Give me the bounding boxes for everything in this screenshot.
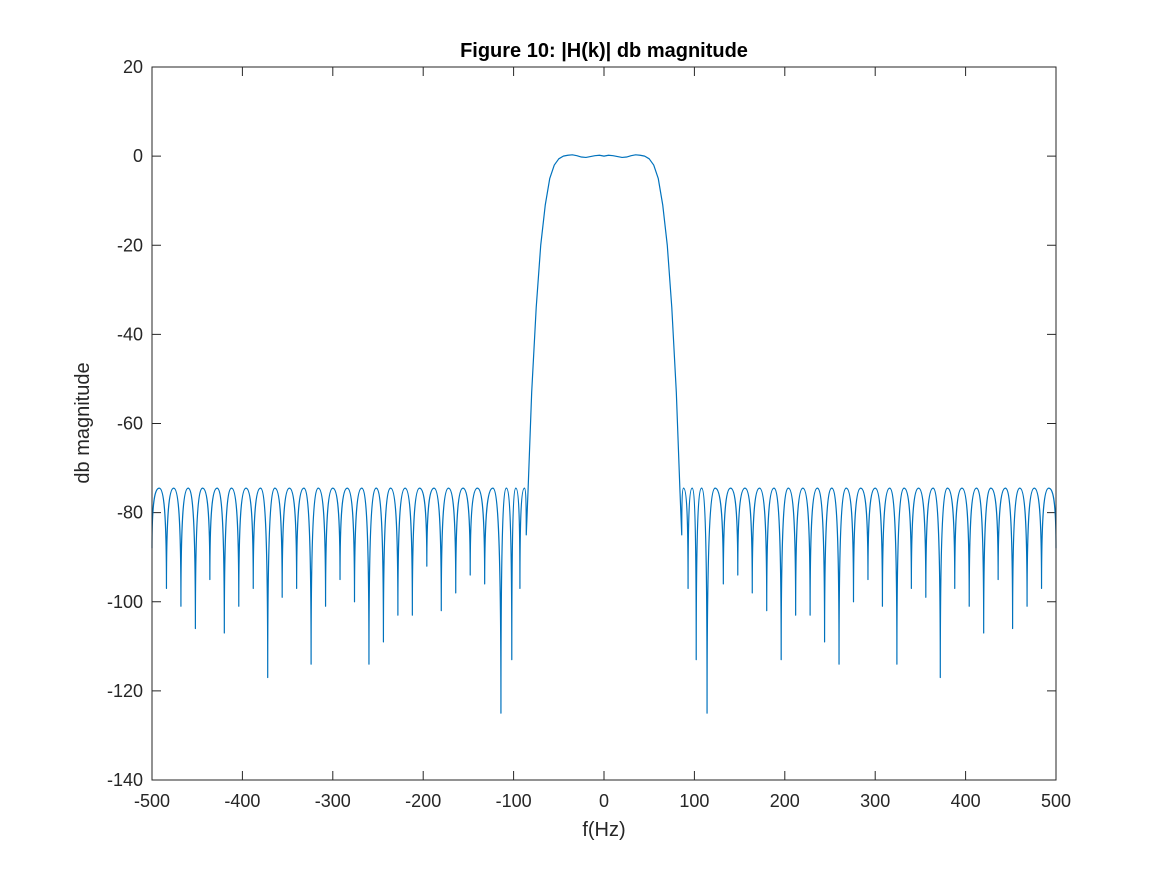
y-axis-title: db magnitude: [72, 362, 94, 483]
y-tick-label: 0: [133, 146, 143, 166]
x-tick-label: -200: [405, 791, 441, 811]
x-axis-title: f(Hz): [582, 819, 625, 841]
x-tick-label: 300: [860, 791, 890, 811]
series-line: [151, 154, 1057, 714]
y-tick-label: -120: [107, 681, 143, 701]
x-tick-label: -300: [315, 791, 351, 811]
x-tick-label: -500: [134, 791, 170, 811]
y-tick-label: -40: [117, 324, 143, 344]
tick-labels: -500 -400 -300 -200 -100 0 100 200 300 400 500-140…: [107, 57, 1071, 811]
x-tick-label: 400: [951, 791, 981, 811]
y-tick-label: -80: [117, 503, 143, 523]
x-tick-label: 200: [770, 791, 800, 811]
y-tick-label: -60: [117, 414, 143, 434]
plot-area: [152, 67, 1056, 780]
y-tick-label: -140: [107, 770, 143, 790]
x-tick-label: -400: [224, 791, 260, 811]
y-tick-label: -100: [107, 592, 143, 612]
x-tick-label: 0: [599, 791, 609, 811]
y-tick-label: 20: [123, 57, 143, 77]
x-tick-label: 100: [679, 791, 709, 811]
x-tick-label: 500: [1041, 791, 1071, 811]
x-tick-label: -100: [496, 791, 532, 811]
y-tick-label: -20: [117, 235, 143, 255]
chart-title: Figure 10: |H(k)| db magnitude: [460, 40, 748, 62]
axes-box: [151, 66, 1057, 781]
